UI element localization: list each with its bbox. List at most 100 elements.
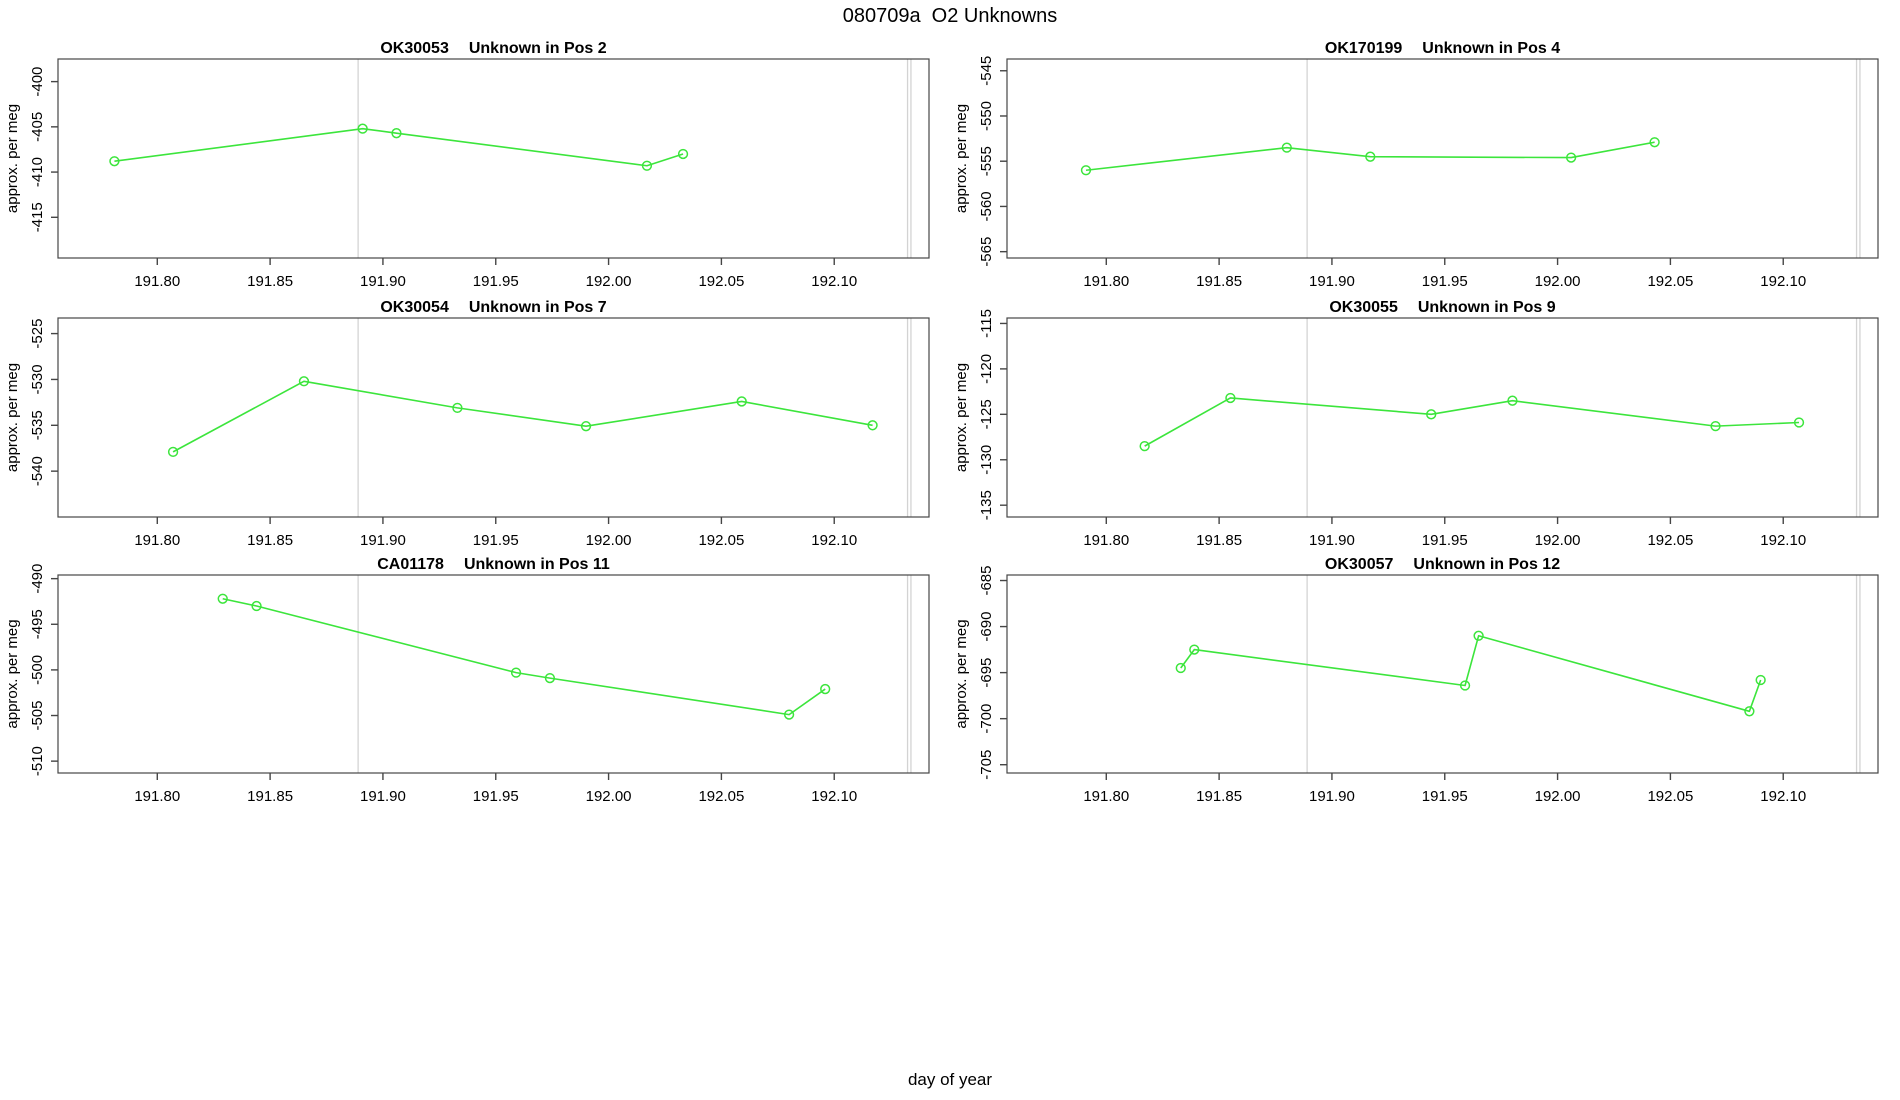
x-tick-label: 191.80 <box>1083 532 1129 549</box>
panel-title: CA01178 Unknown in Pos 11 <box>377 556 610 573</box>
data-line <box>222 597 826 716</box>
x-tick-label: 191.80 <box>134 532 180 549</box>
panel-title: OK30054 Unknown in Pos 7 <box>380 299 606 316</box>
data-point <box>1473 630 1484 641</box>
data-point <box>1426 409 1437 420</box>
data-point <box>867 420 878 431</box>
data-line <box>114 127 684 167</box>
panel-box <box>1006 574 1879 774</box>
data-point <box>677 148 689 160</box>
data-point <box>1507 395 1518 406</box>
data-point <box>1649 137 1660 148</box>
data-point <box>820 683 831 695</box>
x-axis-title: day of year <box>907 1070 993 1089</box>
x-tick-label: 191.80 <box>1083 273 1129 290</box>
x-tick-label: 192.10 <box>1760 788 1806 805</box>
x-tick-label: 192.10 <box>811 273 857 290</box>
data-point <box>1175 662 1186 674</box>
data-line <box>1144 397 1800 447</box>
x-tick-label: 192.05 <box>1647 532 1693 549</box>
y-tick-label: -490 <box>29 564 46 594</box>
panel-box <box>57 574 930 774</box>
x-tick-label: 192.10 <box>1760 532 1806 549</box>
x-tick-label: 191.85 <box>247 273 293 290</box>
y-tick-label: -495 <box>29 609 46 639</box>
panel-OK170199: 191.80 191.85 191.90 191.95 192.00 192.05 192.… <box>953 40 1879 290</box>
x-tick-label: 192.05 <box>698 532 744 549</box>
y-tick-label: -405 <box>29 112 46 142</box>
x-tick-label: 192.00 <box>586 788 632 805</box>
data-point <box>357 123 368 134</box>
x-tick-label: 192.05 <box>698 273 744 290</box>
x-tick-label: 191.90 <box>360 788 406 805</box>
x-tick-label: 191.85 <box>247 532 293 549</box>
data-point <box>251 600 262 612</box>
x-tick-label: 191.85 <box>1196 532 1242 549</box>
x-tick-label: 191.80 <box>134 273 180 290</box>
x-tick-label: 191.85 <box>1196 273 1242 290</box>
y-tick-label: -415 <box>29 202 46 232</box>
panel-box <box>57 58 930 259</box>
panel-OK30055: 191.80 191.85 191.90 191.95 192.00 192.05 192.… <box>953 299 1879 549</box>
y-axis-label: approx. per meg <box>953 104 970 213</box>
y-axis-label: approx. per meg <box>953 363 970 472</box>
main-title: 080709a O2 Unknowns <box>842 5 1058 27</box>
y-tick-label: -555 <box>978 146 995 176</box>
panel-title: OK30055 Unknown in Pos 9 <box>1329 299 1555 316</box>
y-tick-label: -410 <box>29 157 46 187</box>
data-point <box>109 156 120 167</box>
y-tick-label: -135 <box>978 490 995 520</box>
y-tick-label: -690 <box>978 612 995 642</box>
data-point <box>1755 674 1766 686</box>
x-tick-label: 191.90 <box>1309 788 1355 805</box>
data-line <box>172 380 873 453</box>
data-point <box>1459 680 1471 691</box>
data-point <box>1080 165 1092 176</box>
panel-title: OK30057 Unknown in Pos 12 <box>1325 556 1560 573</box>
panel-OK30057: 191.80 191.85 191.90 191.95 192.00 192.05 192.… <box>953 556 1879 805</box>
data-point <box>1189 644 1200 655</box>
y-tick-label: -685 <box>978 566 995 596</box>
x-tick-label: 192.00 <box>1535 788 1581 805</box>
x-tick-label: 191.95 <box>1422 273 1468 290</box>
data-point <box>736 396 747 407</box>
y-tick-label: -700 <box>978 704 995 734</box>
x-tick-label: 192.10 <box>811 532 857 549</box>
x-tick-label: 192.05 <box>1647 273 1693 290</box>
panel-box <box>1006 317 1879 518</box>
data-point <box>217 593 228 604</box>
y-axis-label: approx. per meg <box>4 619 21 728</box>
panel-CA01178: 191.80 191.85 191.90 191.95 192.00 192.05 192.… <box>4 556 930 805</box>
y-tick-label: -510 <box>29 746 46 776</box>
x-tick-label: 191.85 <box>1196 788 1242 805</box>
x-tick-label: 192.00 <box>1535 273 1581 290</box>
x-tick-label: 191.80 <box>134 788 180 805</box>
panel-OK30054: 191.80 191.85 191.90 191.95 192.00 192.05 192.… <box>4 299 930 549</box>
y-tick-label: -695 <box>978 658 995 688</box>
x-tick-label: 192.00 <box>1535 532 1581 549</box>
y-tick-label: -525 <box>29 319 46 349</box>
panel-box <box>1006 58 1879 259</box>
y-axis-label: approx. per meg <box>4 363 21 472</box>
x-tick-label: 191.95 <box>473 273 519 290</box>
data-line <box>1085 141 1655 172</box>
y-tick-label: -125 <box>978 399 995 429</box>
data-point <box>1225 392 1236 404</box>
data-point <box>641 160 653 171</box>
x-tick-label: 191.90 <box>360 273 406 290</box>
data-point <box>510 667 522 678</box>
data-point <box>298 376 310 387</box>
y-tick-label: -115 <box>978 309 995 338</box>
panel-title: OK30053 Unknown in Pos 2 <box>380 40 606 57</box>
y-tick-label: -505 <box>29 701 46 731</box>
data-point <box>391 128 402 139</box>
x-tick-label: 191.95 <box>1422 788 1468 805</box>
x-tick-label: 192.05 <box>698 788 744 805</box>
data-point <box>1793 417 1805 428</box>
panel-box <box>57 317 930 518</box>
x-tick-label: 191.95 <box>1422 532 1468 549</box>
x-tick-label: 191.90 <box>360 532 406 549</box>
data-point <box>1710 420 1721 432</box>
